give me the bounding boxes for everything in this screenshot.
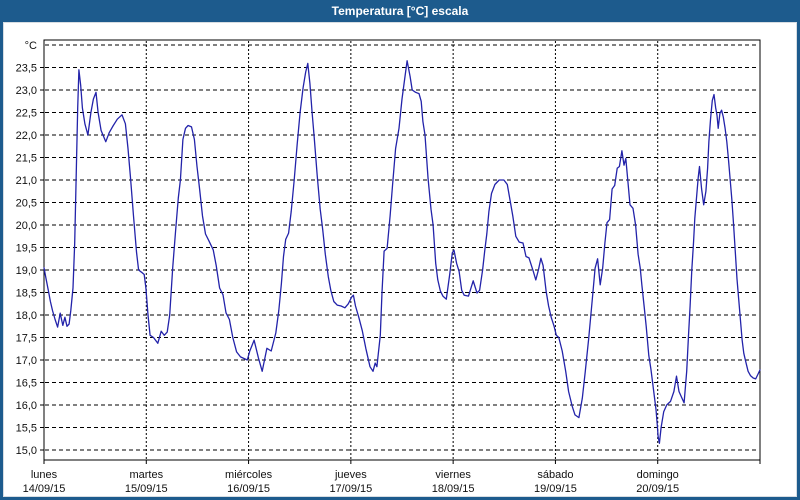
x-date-label: 14/09/15 [23, 483, 66, 495]
x-date-label: 15/09/15 [125, 483, 168, 495]
x-date-label: 19/09/15 [534, 483, 577, 495]
y-tick-label: 16,5 [16, 378, 37, 390]
temperature-series-line [43, 60, 761, 444]
x-day-label: domingo [637, 469, 679, 481]
y-tick-label: 19,5 [16, 243, 37, 255]
y-tick-label: 18,0 [16, 310, 37, 322]
plot-frame [43, 39, 761, 461]
x-date-label: 16/09/15 [227, 483, 270, 495]
x-date-label: 20/09/15 [636, 483, 679, 495]
y-tick-label: 22,5 [16, 108, 37, 120]
x-day-label: jueves [334, 469, 367, 481]
x-day-label: sábado [537, 469, 573, 481]
y-tick-label: 19,0 [16, 265, 37, 277]
y-tick-label: 21,5 [16, 153, 37, 165]
plot-panel [3, 22, 797, 497]
y-tick-label: 17,0 [16, 355, 37, 367]
y-tick-label: 23,5 [16, 63, 37, 75]
x-day-label: viernes [435, 469, 471, 481]
y-axis-unit-label: °C [25, 40, 37, 52]
y-tick-label: 20,0 [16, 220, 37, 232]
y-tick-label: 15,5 [16, 423, 37, 435]
y-tick-label: 17,5 [16, 333, 37, 345]
y-tick-label: 18,5 [16, 288, 37, 300]
x-day-label: martes [129, 469, 163, 481]
y-tick-label: 23,0 [16, 85, 37, 97]
y-tick-label: 21,0 [16, 175, 37, 187]
y-tick-label: 20,5 [16, 198, 37, 210]
x-date-label: 18/09/15 [432, 483, 475, 495]
x-day-label: miércoles [225, 469, 273, 481]
y-tick-label: 22,0 [16, 130, 37, 142]
x-date-label: 17/09/15 [329, 483, 372, 495]
window-titlebar: Temperatura [°C] escala [0, 0, 800, 22]
y-tick-label: 15,0 [16, 445, 37, 457]
y-tick-label: 16,0 [16, 400, 37, 412]
x-day-label: lunes [31, 469, 58, 481]
window-title: Temperatura [°C] escala [331, 4, 469, 18]
